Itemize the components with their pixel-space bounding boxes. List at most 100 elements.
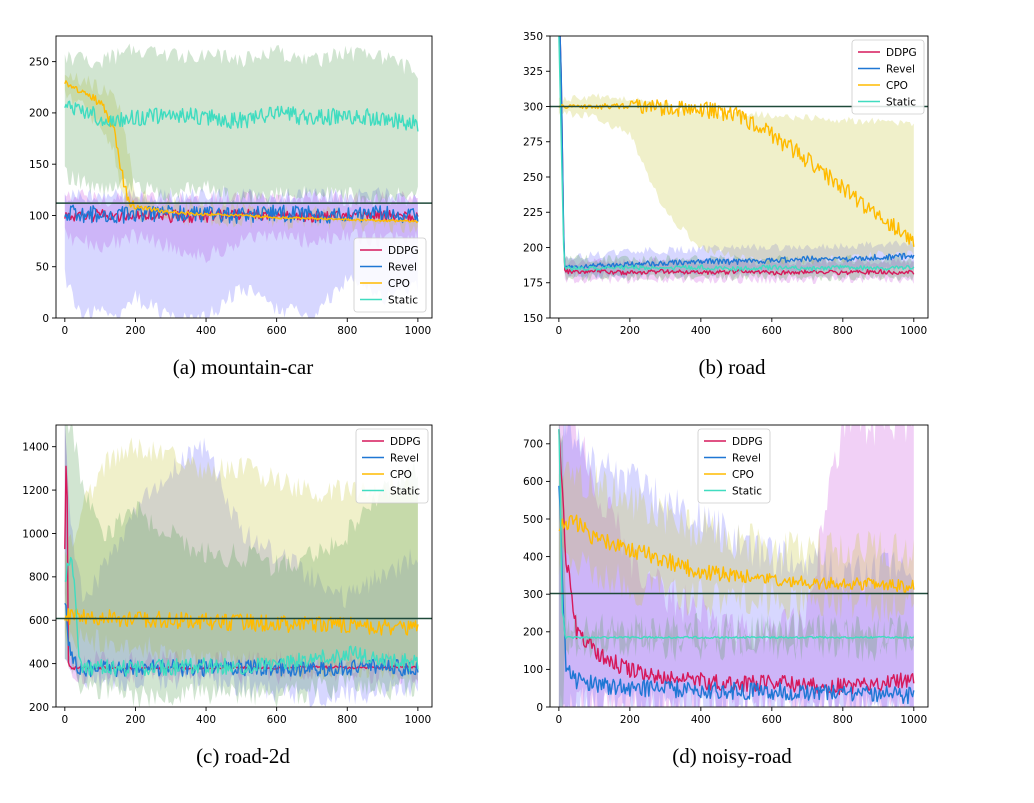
legend-label-revel: Revel — [390, 452, 419, 464]
x-tick-label: 200 — [620, 714, 640, 726]
legend-label-cpo: CPO — [886, 80, 908, 92]
series-line-revel — [64, 204, 419, 224]
y-tick-label: 250 — [523, 172, 543, 184]
series-line-cpo — [64, 608, 419, 636]
x-tick-label: 200 — [620, 325, 640, 337]
band-cpo — [558, 93, 914, 266]
y-tick-label: 200 — [29, 702, 49, 714]
legend: DDPG Revel CPO Static — [355, 428, 429, 504]
legend-label-ddpg: DDPG — [388, 245, 419, 257]
legend-label-revel: Revel — [388, 261, 417, 273]
y-tick-label: 700 — [523, 439, 543, 451]
legend-label-cpo: CPO — [388, 278, 410, 290]
y-tick-label: 1000 — [22, 528, 49, 540]
series-line-static — [64, 556, 419, 677]
x-tick-label: 400 — [196, 714, 216, 726]
series-line-cpo — [558, 514, 915, 593]
x-tick-label: 600 — [267, 325, 287, 337]
x-tick-label: 0 — [556, 714, 563, 726]
y-tick-label: 600 — [29, 615, 49, 627]
legend: DDPG Revel CPO Static — [851, 39, 925, 115]
x-tick-label: 800 — [337, 714, 357, 726]
x-tick-label: 600 — [762, 714, 782, 726]
plot-content — [558, 425, 915, 707]
legend-box — [851, 39, 925, 115]
y-tick-label: 150 — [523, 313, 543, 325]
series-line-static — [64, 100, 419, 132]
y-tick-label: 200 — [29, 108, 49, 120]
x-tick-label: 800 — [833, 325, 853, 337]
y-tick-label: 100 — [29, 210, 49, 222]
legend-label-ddpg: DDPG — [390, 436, 421, 448]
y-tick-label: 1200 — [22, 485, 49, 497]
y-tick-label: 400 — [29, 658, 49, 670]
x-tick-label: 200 — [125, 325, 145, 337]
band-revel — [64, 425, 418, 707]
band-revel — [558, 36, 914, 280]
y-tick-label: 200 — [523, 627, 543, 639]
legend-label-cpo: CPO — [732, 469, 754, 481]
band-static — [558, 425, 914, 707]
series-line-static — [558, 429, 915, 640]
legend-box — [697, 428, 771, 504]
legend-box — [353, 237, 427, 313]
legend-label-revel: Revel — [886, 63, 915, 75]
subplot-mountain-car: 0 200 400 600 800 1000 0 50 100 150 200 250 DDPG Reve… — [29, 35, 433, 337]
legend-label-static: Static — [388, 294, 418, 306]
series-line-revel — [64, 602, 419, 678]
x-tick-label: 1000 — [405, 325, 432, 337]
y-tick-label: 300 — [523, 589, 543, 601]
caption-mountain-car: (a) mountain-car — [173, 355, 314, 379]
y-tick-label: 300 — [523, 101, 543, 113]
y-tick-label: 175 — [523, 278, 543, 290]
x-tick-label: 0 — [61, 325, 68, 337]
x-tick-label: 1000 — [405, 714, 432, 726]
y-tick-label: 0 — [536, 702, 543, 714]
legend-label-ddpg: DDPG — [732, 436, 763, 448]
x-tick-label: 200 — [125, 714, 145, 726]
subplot-road: 0 200 400 600 800 1000 150 175 200 225 250 275 300 32… — [523, 31, 929, 337]
legend: DDPG Revel CPO Static — [353, 237, 427, 313]
axes-frame — [55, 424, 433, 708]
x-tick-label: 1000 — [900, 714, 927, 726]
y-tick-label: 0 — [42, 313, 49, 325]
plot-content — [64, 425, 419, 707]
caption-road: (b) road — [698, 355, 766, 379]
legend: DDPG Revel CPO Static — [697, 428, 771, 504]
band-static — [64, 425, 418, 707]
x-tick-label: 400 — [196, 325, 216, 337]
y-tick-label: 500 — [523, 514, 543, 526]
x-tick-label: 0 — [556, 325, 563, 337]
legend-label-revel: Revel — [732, 452, 761, 464]
x-tick-label: 800 — [833, 714, 853, 726]
subplot-noisy-road: 0 200 400 600 800 1000 0 100 200 300 400 500 600 700 D… — [523, 424, 929, 726]
y-tick-label: 325 — [523, 66, 543, 78]
caption-road-2d: (c) road-2d — [196, 744, 290, 768]
legend-label-cpo: CPO — [390, 469, 412, 481]
legend-box — [355, 428, 429, 504]
y-tick-label: 275 — [523, 137, 543, 149]
series-line-static — [558, 36, 915, 272]
y-tick-label: 225 — [523, 207, 543, 219]
y-tick-label: 250 — [29, 56, 49, 68]
caption-noisy-road: (d) noisy-road — [672, 744, 792, 768]
x-tick-label: 400 — [691, 325, 711, 337]
series-line-cpo — [64, 80, 419, 224]
y-tick-label: 400 — [523, 551, 543, 563]
series-line-ddpg — [558, 429, 915, 696]
x-tick-label: 600 — [762, 325, 782, 337]
series-line-revel — [558, 485, 915, 705]
x-tick-label: 800 — [337, 325, 357, 337]
legend-label-static: Static — [390, 485, 420, 497]
y-tick-label: 350 — [523, 31, 543, 43]
y-tick-label: 100 — [523, 664, 543, 676]
legend-label-ddpg: DDPG — [886, 47, 917, 59]
axes-frame — [55, 35, 433, 319]
legend-label-static: Static — [732, 485, 762, 497]
y-tick-label: 150 — [29, 159, 49, 171]
x-tick-label: 400 — [691, 714, 711, 726]
plot-content — [558, 36, 915, 285]
plot-content — [64, 43, 419, 318]
axes-frame — [549, 424, 929, 708]
